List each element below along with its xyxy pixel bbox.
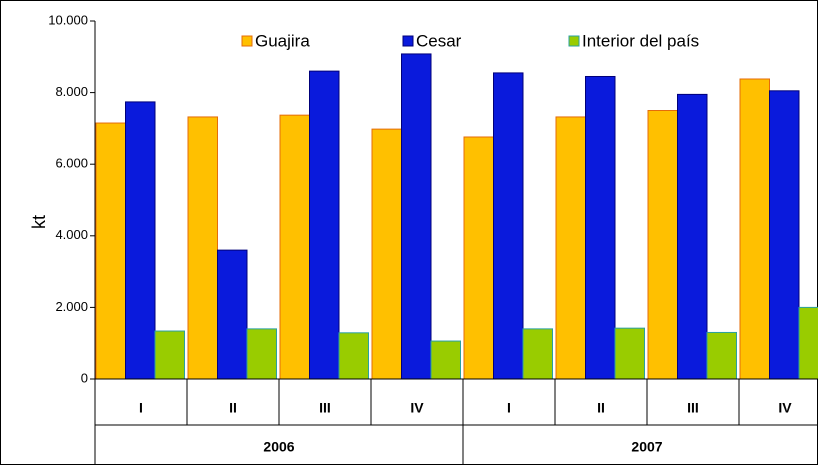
y-tick-label: 8.000 [55,84,88,99]
y-tick-label: 0 [81,370,88,385]
bar [279,114,310,380]
x-tick-label: III [319,400,331,416]
legend-label: Interior del país [582,31,699,50]
bar [706,331,737,380]
bar [798,306,818,380]
legend-label: Cesar [416,31,462,50]
x-tick-label: III [687,400,699,416]
bar [522,328,553,380]
bar [217,249,248,380]
bar [493,72,524,380]
legend-swatch [402,35,414,47]
x-tick-label: IV [778,400,792,416]
x-tick-label: II [229,400,237,416]
bar [677,93,708,380]
y-tick-label: 4.000 [55,227,88,242]
bar [555,116,586,380]
bar [95,122,126,380]
legend-swatch [241,35,253,47]
bar [371,128,402,380]
bar [125,101,156,380]
bar [647,110,678,380]
bar [246,328,277,380]
legend-label: Guajira [255,31,310,50]
bar [614,327,645,380]
bar [338,332,369,380]
bar [309,70,340,380]
x-tick-label: IV [410,400,424,416]
y-tick-label: 6.000 [55,156,88,171]
bar [187,116,218,380]
bar [154,330,185,380]
bar [401,53,432,380]
x-tick-label: I [139,400,143,416]
group-label: 2006 [263,439,294,455]
x-tick-label: II [597,400,605,416]
bar [769,90,800,380]
bar [463,136,494,380]
y-axis-label: kt [29,215,49,229]
bar [739,78,770,380]
bar [585,75,616,380]
x-tick-label: I [507,400,511,416]
y-tick-label: 2.000 [55,299,88,314]
group-label: 2007 [631,439,662,455]
bar [430,340,461,380]
legend-swatch [568,35,580,47]
y-tick-label: 10.000 [48,12,88,27]
